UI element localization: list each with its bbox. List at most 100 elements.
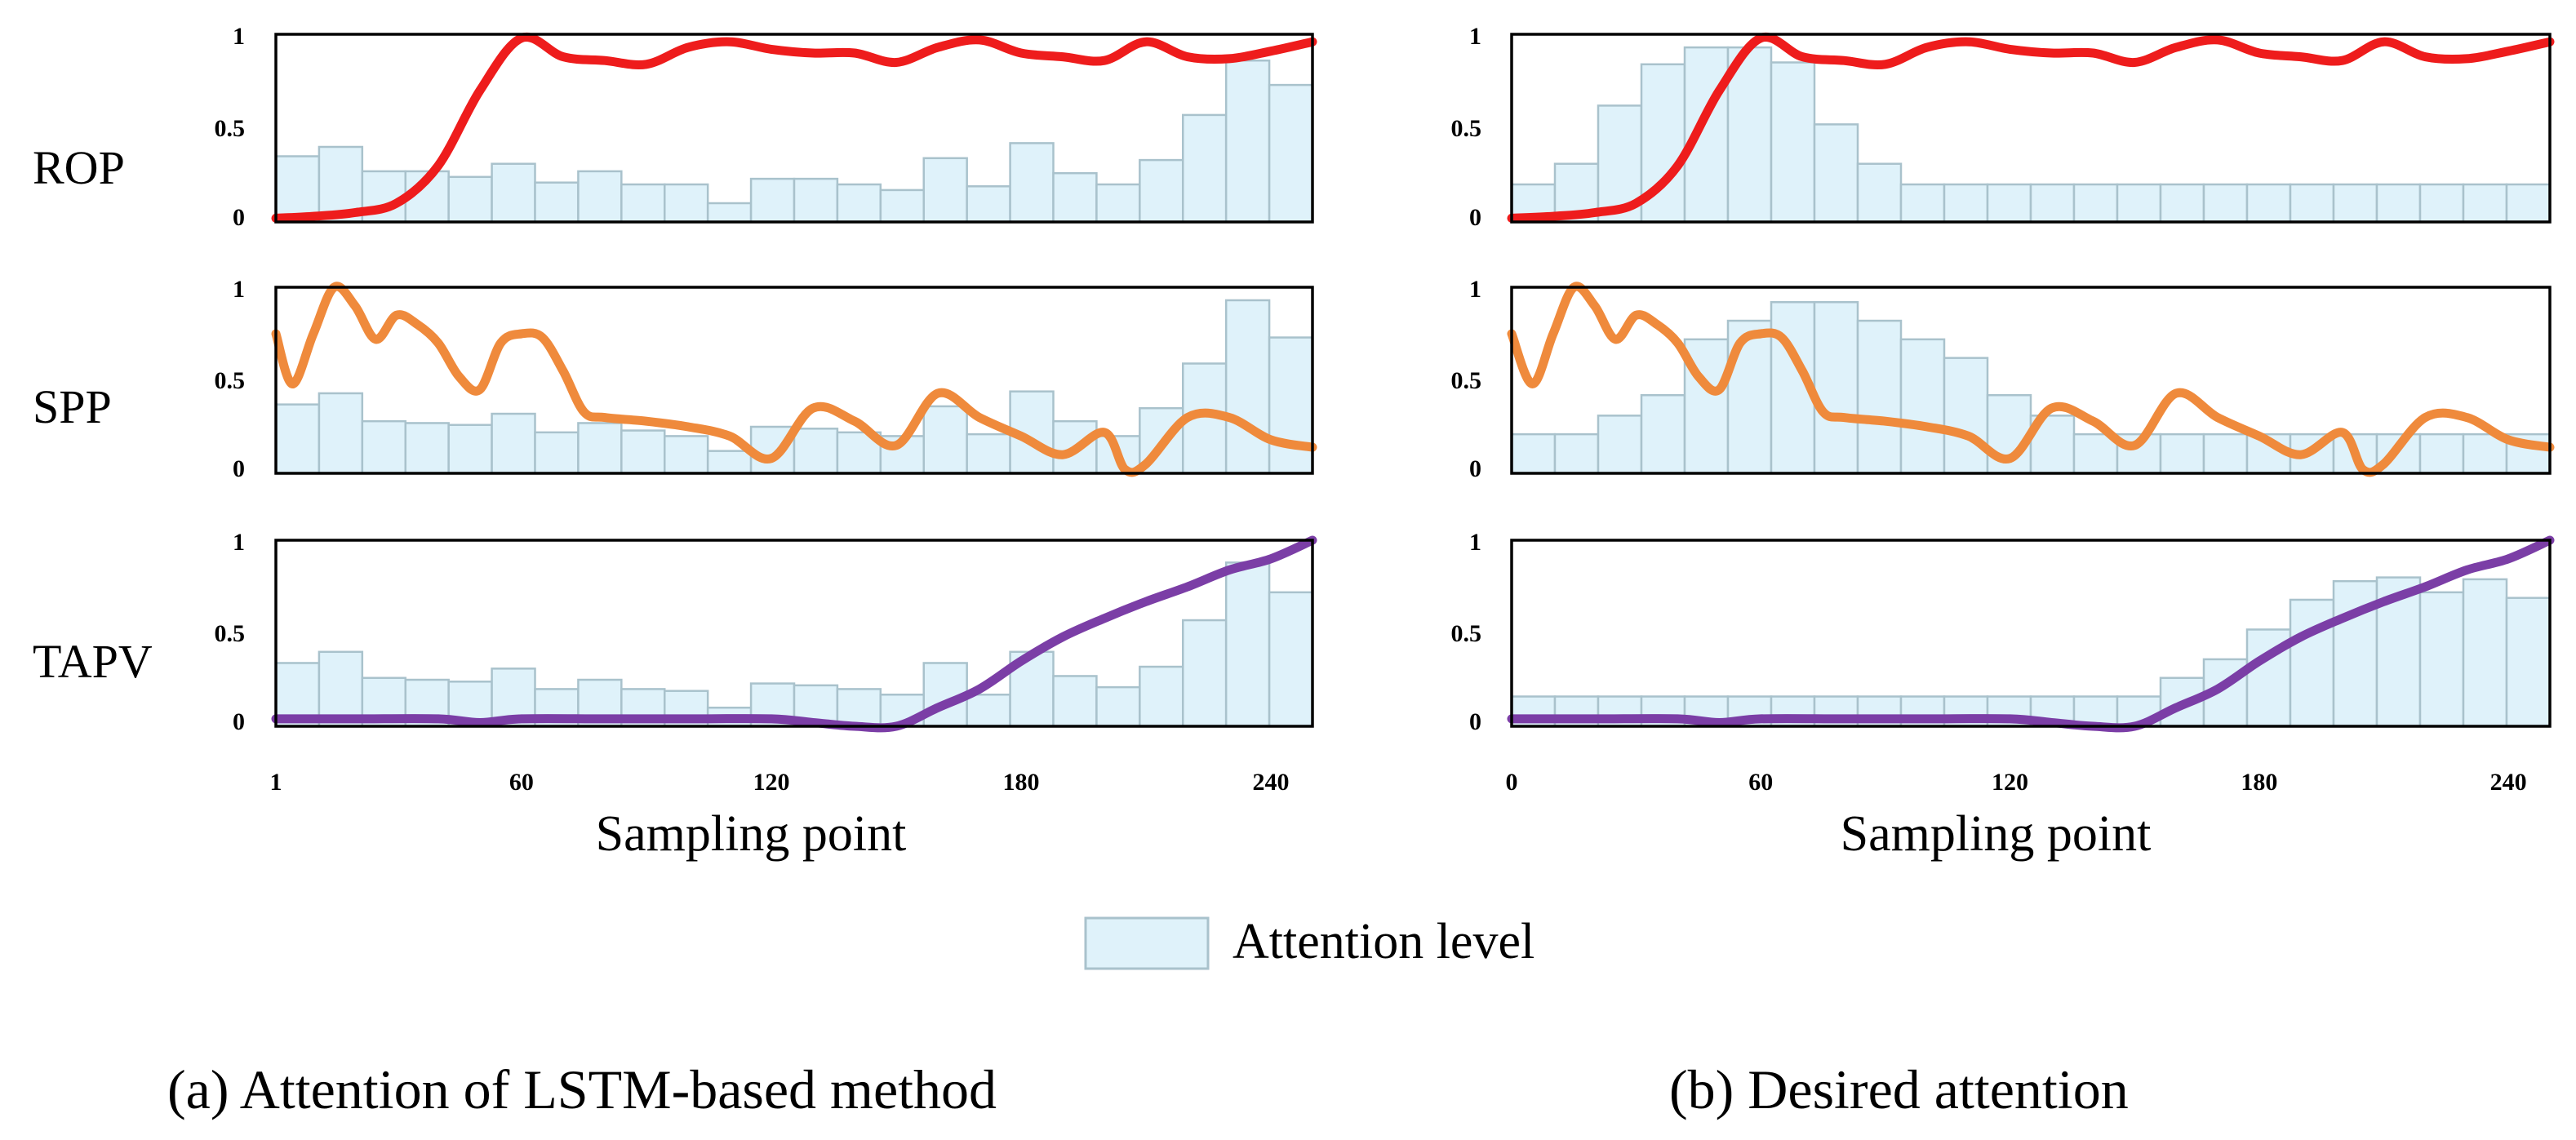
caption-left: (a) Attention of LSTM-based method [167,1058,997,1120]
attention-bar [836,688,882,728]
attention-bar [577,422,623,475]
y-tick-label: 0 [1469,455,1481,482]
attention-bar [1510,432,1557,475]
attention-bar [620,429,666,475]
attention-bar [2072,432,2119,475]
attention-bar [793,428,839,475]
attention-bar [1770,61,1816,224]
attention-bar [1139,158,1184,224]
attention-bar [1224,299,1271,475]
panel-a: 0 0.5 1 ROP 0 0.5 1 SPP 0 0.5 1 TAPV 1 60 120 180 240 Sam… [33,23,1317,862]
attention-bar [2505,183,2552,224]
attention-bar [1182,113,1228,224]
attention-bar [491,162,536,224]
x-tick-label: 240 [1252,769,1289,796]
subplot-a-rop: 0 0.5 1 ROP [33,23,1317,231]
y-tick-label: 0.5 [215,115,246,142]
plot-frame [1510,33,2552,224]
y-tick-label: 0.5 [215,620,246,647]
attention-bar [966,432,1011,475]
legend-label: Attention level [1232,914,1534,969]
attention-bar [1052,675,1098,728]
plot-frame [1510,539,2552,728]
attention-bar [620,183,666,224]
attention-bar [1139,665,1184,728]
y-tick-label: 1 [1469,23,1481,50]
attention-bar [2029,183,2076,224]
attention-bar [534,181,580,224]
x-axis-label: Sampling point [596,806,907,862]
attention-bar [966,185,1011,224]
attention-bar [2245,183,2292,224]
y-tick-label: 0 [1469,708,1481,735]
subplot-a-tapv: 0 0.5 1 TAPV [33,529,1317,735]
attention-bar [1683,338,1730,475]
legend-swatch [1084,916,1210,970]
y-tick-label: 1 [233,276,245,303]
attention-bar [447,175,493,224]
subplot-b-tapv: 00.51 [1451,529,2555,735]
attention-bar [2072,183,2119,224]
attention-bar [922,405,968,475]
attention-bar [2159,183,2205,224]
attention-bar [2202,432,2249,475]
attention-bar [1095,685,1141,728]
attention-bar [1640,393,1686,475]
attention-bar [1899,338,1946,475]
y-tick-label: 0.5 [1451,115,1482,142]
attention-bar [2116,183,2162,224]
attention-bar [1052,171,1098,224]
attention-bar [1182,619,1228,728]
y-tick-label: 1 [1469,529,1481,556]
attention-bar [1856,319,1903,475]
row-label-tapv: TAPV [33,635,153,688]
subplot-b-spp: 00.51 [1451,276,2555,482]
attention-bar [1268,591,1314,728]
y-tick-label: 1 [1469,276,1481,303]
attention-bar [706,202,753,224]
y-tick-label: 0.5 [1451,367,1482,394]
y-tick-label: 0.5 [1451,620,1482,647]
attention-bar [2505,597,2552,728]
plot-frame [1510,286,2552,475]
subplot-a-spp: 0 0.5 1 SPP [33,276,1317,482]
plot-frame [274,286,1314,475]
series-line-rop [1507,32,2555,223]
y-tick-label: 0 [233,204,245,231]
attention-bar [1726,319,1773,475]
x-tick-label: 120 [1992,769,2028,796]
attention-bar [2159,432,2205,475]
attention-bar [2462,578,2508,728]
attention-bar [836,183,882,224]
attention-bar [1856,162,1903,224]
x-tick-label: 180 [1002,769,1039,796]
attention-bar [2462,183,2508,224]
attention-bar [2418,591,2465,728]
attention-bar [966,693,1011,728]
attention-bar [1899,183,1946,224]
attention-bar [2418,183,2465,224]
attention-bar [1943,183,1989,224]
attention-bar [534,431,580,475]
y-tick-label: 0 [233,708,245,735]
y-tick-label: 1 [233,23,245,50]
attention-bar [1986,183,2032,224]
series-line-spp [271,282,1317,477]
attention-bar [1813,300,1859,475]
x-tick-label: 60 [1748,769,1773,796]
attention-bar [1224,561,1271,728]
x-tick-label: 60 [509,769,534,796]
plot-frame [274,539,1314,728]
attention-bar [706,450,753,475]
attention-bar [664,435,709,475]
attention-bar [1224,59,1271,224]
x-tick-label: 1 [270,769,282,796]
subplot-b-rop: 00.51 [1451,23,2555,231]
attention-bar [1943,357,1989,475]
attention-bar [749,177,796,224]
attention-bar [1268,83,1314,224]
caption-right: (b) Desired attention [1669,1058,2129,1120]
series-line-spp [1507,282,2555,477]
